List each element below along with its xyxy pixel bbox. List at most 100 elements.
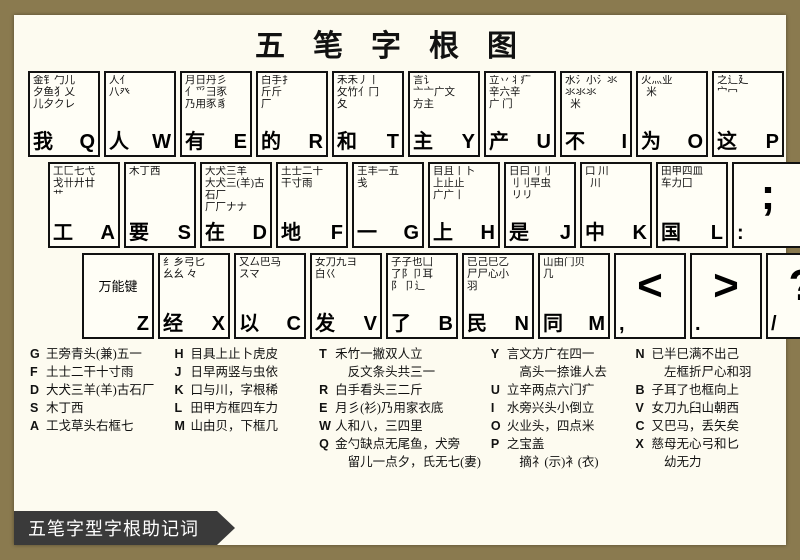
- key-roots: 土士二十 干寸雨: [281, 166, 343, 223]
- mnemonic-line: W人和八，三四里: [319, 417, 481, 435]
- mnemonic-line: R白手看头三二斤: [319, 381, 481, 399]
- mnemonic-letter: B: [635, 381, 651, 399]
- mnemonic-letter: A: [30, 417, 46, 435]
- mnemonic-line: 幼无力: [635, 453, 770, 471]
- key-G: 王丰一五 戋一G: [352, 162, 424, 248]
- key-I: 水氵小氵氺 氺氺氺 米不I: [560, 71, 632, 157]
- key-S: 木丁西要S: [124, 162, 196, 248]
- key-roots: 女刀九ヨ 白巜: [315, 257, 377, 314]
- mnemonic-letter: O: [491, 417, 507, 435]
- mnemonic-line: H目具上止卜虎皮: [175, 345, 310, 363]
- mnemonic-text: 立辛两点六门疒: [507, 383, 595, 397]
- mnemonic-text: 子耳了也框向上: [651, 383, 739, 397]
- mnemonic-letter: P: [491, 435, 507, 453]
- key-hanzi: 国: [661, 216, 681, 245]
- key-roots: 已己巳乙 尸尸心小 羽: [467, 257, 529, 314]
- key-W: 人亻 八癶人W: [104, 71, 176, 157]
- mnemonic-line: Q金勺缺点无尾鱼，犬旁: [319, 435, 481, 453]
- mnemonic-letter: K: [175, 381, 191, 399]
- mnemonic-line: L田甲方框四车力: [175, 399, 310, 417]
- keyboard-row-3: 万能键Z纟乡弓匕 幺幺 々经X又厶巴马 スマ以C女刀九ヨ 白巜发V子子也凵 了阝…: [82, 253, 774, 339]
- key-symbol-alt: ,: [619, 313, 625, 336]
- key-C: 又厶巴马 スマ以C: [234, 253, 306, 339]
- mnemonic-text: 火业头，四点米: [507, 419, 595, 433]
- wanneng-label: 万能键: [87, 257, 149, 314]
- mnemonic-line: B子耳了也框向上: [635, 381, 770, 399]
- mnemonic-line: 反文条头共三一: [319, 363, 481, 381]
- key-letter: Q: [79, 131, 95, 154]
- key-roots: 月日丹彡 亻爫彐豕 乃用豕豸: [185, 75, 247, 132]
- key-hanzi: 有: [185, 125, 205, 154]
- key-roots: 白手扌 斤斤 厂: [261, 75, 323, 132]
- key-roots: 火灬业 米: [641, 75, 703, 132]
- wubi-root-chart: 五笔字根图 金钅勹儿 夕鱼犭乂 儿夕クレ我Q人亻 八癶人W月日丹彡 亻爫彐豕 乃…: [14, 15, 786, 545]
- mnemonic-text: 幼无力: [651, 455, 701, 469]
- key-letter: E: [234, 131, 247, 154]
- key-P: 之辶廴 宀冖 这P: [712, 71, 784, 157]
- key-hanzi: 和: [337, 125, 357, 154]
- key-hanzi: 不: [565, 125, 585, 154]
- key-hanzi: 地: [281, 216, 301, 245]
- key-roots: 山由门贝 几: [543, 257, 605, 314]
- mnemonic-letter: E: [319, 399, 335, 417]
- key-U: 立丷丬疒 辛六辛 广 门产U: [484, 71, 556, 157]
- key-punct: ?/: [766, 253, 800, 339]
- mnemonic-text: 月彡(衫)乃用家衣底: [335, 401, 443, 415]
- key-punct: ;:: [732, 162, 800, 248]
- key-letter: H: [481, 222, 495, 245]
- key-J: 日曰刂刂 刂刂早虫 リリ是 J: [504, 162, 576, 248]
- mnemonic-letter: S: [30, 399, 46, 417]
- key-symbol: <: [619, 257, 681, 314]
- key-roots: 子子也凵 了阝卩耳 阝 卩辶: [391, 257, 453, 314]
- key-F: 土士二十 干寸雨地 F: [276, 162, 348, 248]
- key-letter: Y: [462, 131, 475, 154]
- key-roots: 日曰刂刂 刂刂早虫 リリ: [509, 166, 571, 223]
- key-letter: P: [766, 131, 779, 154]
- mnemonic-line: 留儿一点夕，氏无七(妻): [319, 453, 481, 471]
- mnemonic-letter: U: [491, 381, 507, 399]
- key-letter: D: [253, 222, 267, 245]
- key-letter: J: [560, 222, 571, 245]
- key-roots: 立丷丬疒 辛六辛 广 门: [489, 75, 551, 132]
- key-O: 火灬业 米为O: [636, 71, 708, 157]
- mnemonic-text: 高头一捺谁人去: [507, 365, 607, 379]
- key-hanzi: 产: [489, 125, 509, 154]
- mnemonic-text: 禾竹一撇双人立: [335, 347, 423, 361]
- mnemonic-text: 又巴马，丢矢矣: [651, 419, 739, 433]
- key-roots: 大犬三羊 大犬三(羊)古石厂 厂厂ナナ: [205, 166, 267, 223]
- mnemonic-text: 左框折尸心和羽: [651, 365, 751, 379]
- mnemonic-text: 工戈草头右框七: [46, 419, 134, 433]
- mnemonic-line: F土士二干十寸雨: [30, 363, 165, 381]
- key-roots: 又厶巴马 スマ: [239, 257, 301, 314]
- mnemonic-line: 左框折尸心和羽: [635, 363, 770, 381]
- mnemonic-line: P之宝盖: [491, 435, 626, 453]
- key-roots: 口 川 川: [585, 166, 647, 223]
- mnemonic-line: I水旁兴头小倒立: [491, 399, 626, 417]
- mnemonic-line: E月彡(衫)乃用家衣底: [319, 399, 481, 417]
- mnemonic-line: M山由贝，下框几: [175, 417, 310, 435]
- mnemonic-line: A工戈草头右框七: [30, 417, 165, 435]
- key-hanzi: 是: [509, 216, 529, 245]
- key-D: 大犬三羊 大犬三(羊)古石厂 厂厂ナナ在D: [200, 162, 272, 248]
- mnemonic-letter: Q: [319, 435, 335, 453]
- key-letter: A: [101, 222, 115, 245]
- key-roots: 言讠 亠亠广文 方主: [413, 75, 475, 132]
- mnemonic-letter: D: [30, 381, 46, 399]
- key-H: 目且丨卜 上止止 广广丨上H: [428, 162, 500, 248]
- key-hanzi: 我: [33, 125, 53, 154]
- mnemonic-text: 王旁青头(兼)五一: [46, 347, 142, 361]
- key-hanzi: 民: [467, 307, 487, 336]
- key-roots: 人亻 八癶: [109, 75, 171, 132]
- key-letter: W: [152, 131, 171, 154]
- key-letter: R: [309, 131, 323, 154]
- mnemonic-letter: R: [319, 381, 335, 399]
- mnemonic-column: H目具上止卜虎皮J日早两竖与虫依K口与川，字根稀L田甲方框四车力M山由贝，下框几: [175, 345, 310, 471]
- mnemonic-line: G王旁青头(兼)五一: [30, 345, 165, 363]
- key-hanzi: 人: [109, 125, 129, 154]
- mnemonic-letter: W: [319, 417, 335, 435]
- key-symbol-alt: /: [771, 313, 777, 336]
- mnemonic-line: C又巴马，丢矢矣: [635, 417, 770, 435]
- key-letter: F: [331, 222, 343, 245]
- mnemonic-text: 山由贝，下框几: [191, 419, 279, 433]
- mnemonic-letter: C: [635, 417, 651, 435]
